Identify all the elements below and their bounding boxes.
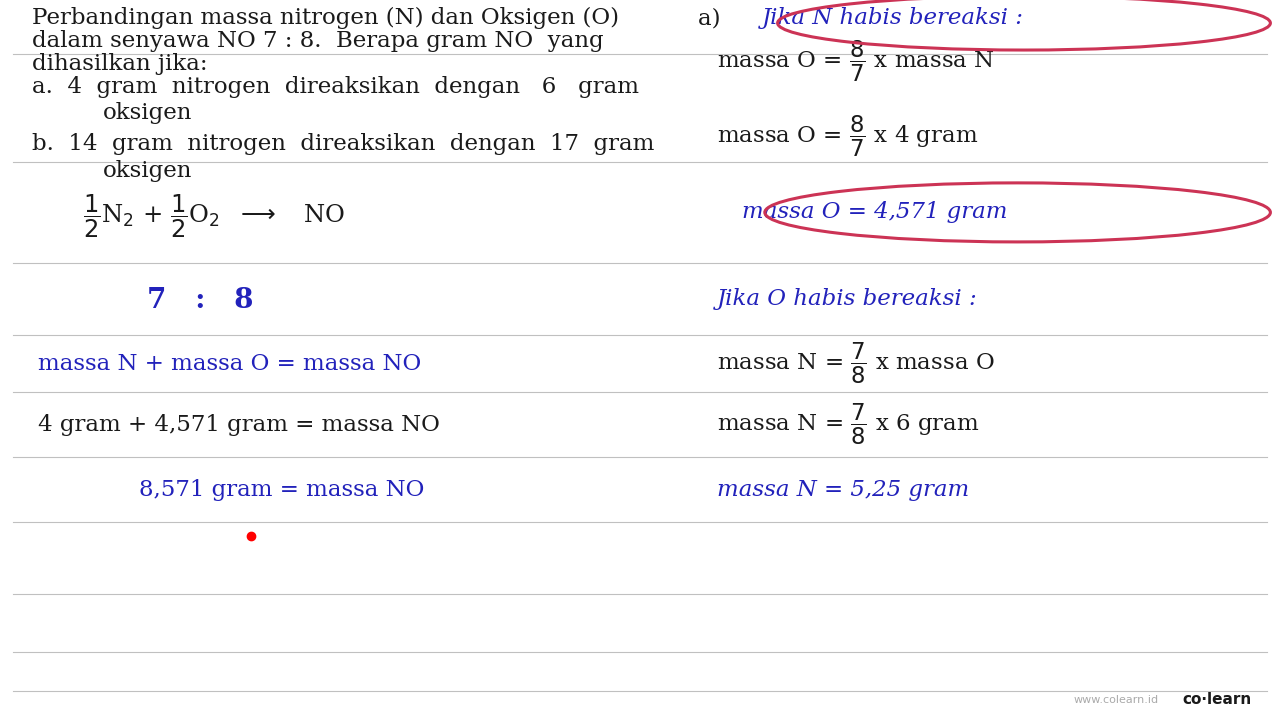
Text: massa N = $\dfrac{7}{8}$ x massa O: massa N = $\dfrac{7}{8}$ x massa O (717, 341, 995, 386)
Text: oksigen: oksigen (102, 160, 192, 182)
Text: b.  14  gram  nitrogen  direaksikan  dengan  17  gram: b. 14 gram nitrogen direaksikan dengan 1… (32, 133, 654, 156)
Text: 4 gram + 4,571 gram = massa NO: 4 gram + 4,571 gram = massa NO (38, 414, 440, 436)
Text: a.  4  gram  nitrogen  direaksikan  dengan   6   gram: a. 4 gram nitrogen direaksikan dengan 6 … (32, 76, 639, 98)
Text: $\dfrac{1}{2}$N$_2$ + $\dfrac{1}{2}$O$_2$  $\longrightarrow$   NO: $\dfrac{1}{2}$N$_2$ + $\dfrac{1}{2}$O$_2… (83, 192, 344, 240)
Text: 7   :   8: 7 : 8 (147, 287, 253, 314)
Text: a): a) (698, 7, 727, 30)
Text: oksigen: oksigen (102, 102, 192, 125)
Text: co·learn: co·learn (1183, 693, 1252, 707)
Text: dihasilkan jika:: dihasilkan jika: (32, 53, 207, 76)
Text: massa O = 4,571 gram: massa O = 4,571 gram (742, 202, 1007, 223)
Text: Perbandingan massa nitrogen (N) dan Oksigen (O): Perbandingan massa nitrogen (N) dan Oksi… (32, 7, 620, 30)
Text: massa N + massa O = massa NO: massa N + massa O = massa NO (38, 353, 421, 374)
Text: 8,571 gram = massa NO: 8,571 gram = massa NO (140, 479, 424, 500)
Text: Jika N habis bereaksi :: Jika N habis bereaksi : (762, 7, 1024, 30)
Text: dalam senyawa NO 7 : 8.  Berapa gram NO  yang: dalam senyawa NO 7 : 8. Berapa gram NO y… (32, 30, 604, 53)
Text: Jika O habis bereaksi :: Jika O habis bereaksi : (717, 288, 978, 310)
Text: massa N = 5,25 gram: massa N = 5,25 gram (717, 479, 969, 500)
Text: massa O = $\dfrac{8}{7}$ x massa N: massa O = $\dfrac{8}{7}$ x massa N (717, 39, 995, 84)
Text: www.colearn.id: www.colearn.id (1073, 695, 1158, 705)
Text: massa N = $\dfrac{7}{8}$ x 6 gram: massa N = $\dfrac{7}{8}$ x 6 gram (717, 402, 979, 447)
Text: massa O = $\dfrac{8}{7}$ x 4 gram: massa O = $\dfrac{8}{7}$ x 4 gram (717, 114, 978, 159)
